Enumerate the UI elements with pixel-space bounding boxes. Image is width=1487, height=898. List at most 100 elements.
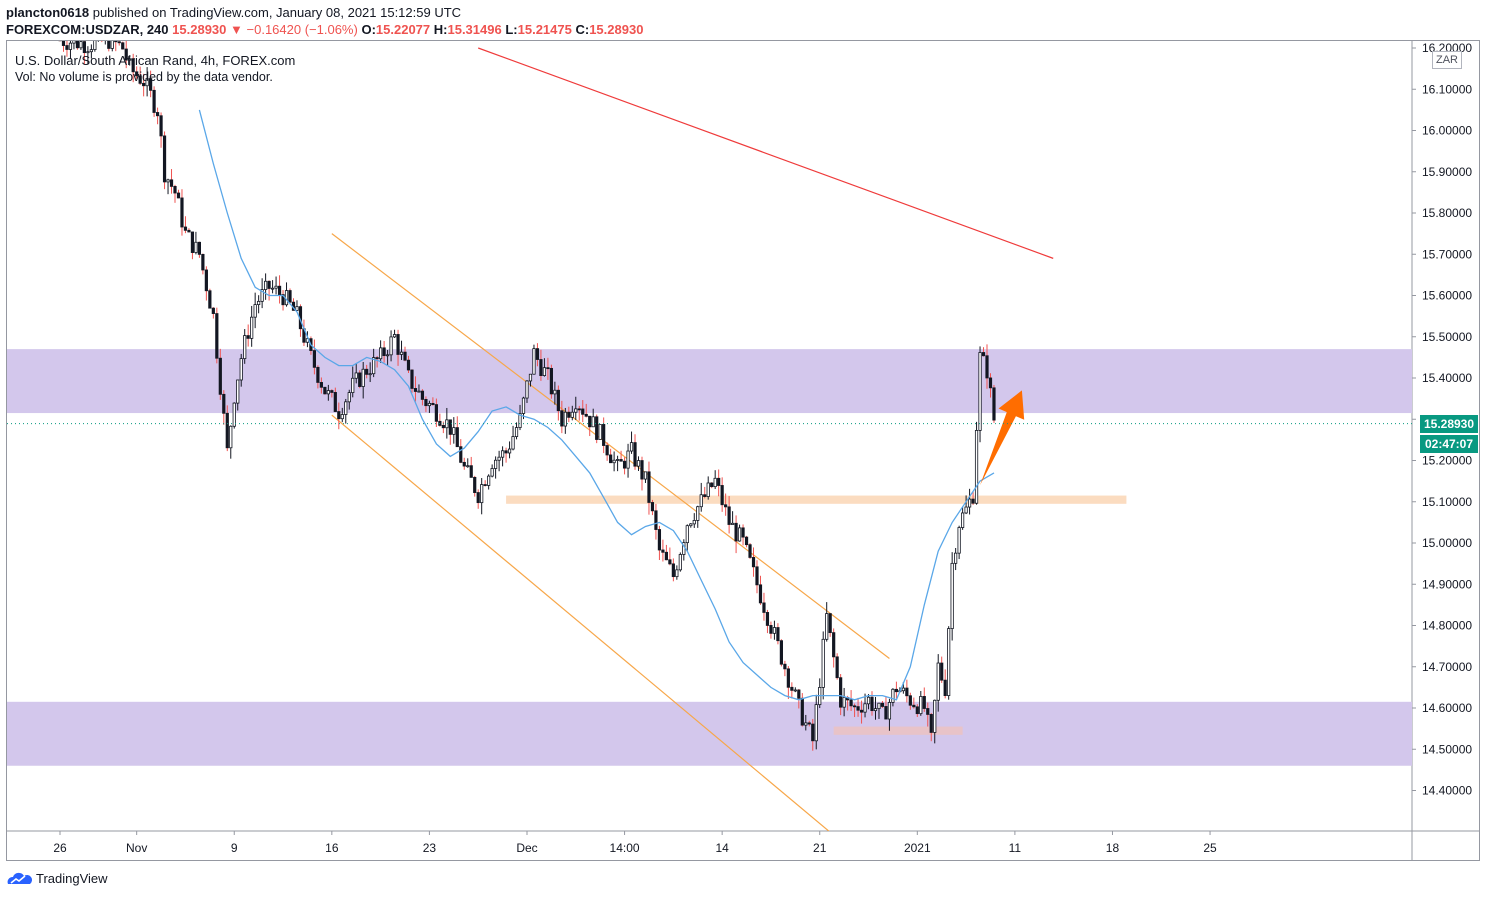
candle-body: [124, 48, 128, 61]
trend-line: [477, 47, 1054, 259]
candle-body: [622, 460, 627, 469]
candle-body: [441, 424, 445, 429]
candle-body: [835, 656, 839, 679]
brand[interactable]: TradingView: [6, 871, 108, 886]
candle-body: [190, 231, 195, 253]
candle-body: [884, 706, 888, 720]
candle-body: [737, 527, 742, 542]
candle-body: [891, 688, 895, 703]
open-value: 15.22077: [375, 22, 431, 37]
x-tick-label: 18: [1106, 841, 1120, 855]
candle-body: [117, 41, 121, 44]
candle-body: [755, 566, 759, 586]
candle-body: [173, 186, 177, 194]
candle-body: [661, 549, 665, 553]
candle-body: [915, 706, 919, 715]
candle-body: [480, 484, 484, 504]
candle-body: [616, 459, 620, 461]
candle-body: [769, 625, 773, 634]
candle-body: [340, 414, 344, 420]
candle-body: [807, 722, 811, 725]
candle-body: [427, 402, 432, 407]
symbol[interactable]: FOREXCOM:USDZAR, 240: [6, 22, 169, 37]
candle-body: [668, 559, 672, 565]
candle-body: [284, 290, 289, 306]
candle-body: [385, 354, 390, 357]
brand-name: TradingView: [36, 871, 108, 886]
candle-body: [535, 348, 540, 360]
channel-upper-line: [331, 233, 890, 659]
candle-body: [964, 506, 968, 514]
low-value: 15.21475: [517, 22, 572, 37]
candle-body: [852, 705, 857, 708]
candle-body: [494, 459, 498, 469]
support-line-band: [506, 495, 1127, 504]
y-tick-label: 14.70000: [1422, 660, 1472, 674]
y-tick-label: 14.80000: [1422, 619, 1472, 633]
candle-body: [229, 425, 233, 449]
candle-body: [706, 482, 710, 497]
candle-body: [344, 401, 348, 415]
candle-body: [372, 357, 376, 375]
candle-body: [79, 41, 83, 49]
candle-body: [155, 112, 160, 117]
candle-body: [776, 627, 780, 642]
candle-body: [107, 41, 111, 49]
candle-body: [605, 445, 609, 456]
x-tick-label: 21: [813, 841, 827, 855]
y-tick-label: 15.80000: [1422, 206, 1472, 220]
candle-body: [978, 352, 982, 431]
candle-body: [225, 412, 229, 449]
candle-body: [790, 686, 794, 691]
candle-body: [758, 584, 763, 604]
candle-body: [748, 544, 752, 558]
candle-body: [650, 502, 655, 512]
published-text: published on TradingView.com, January 08…: [92, 5, 462, 20]
publisher-name[interactable]: plancton0618: [6, 5, 90, 20]
currency-badge[interactable]: ZAR: [1432, 51, 1462, 69]
candle-body: [772, 627, 777, 634]
candle-body: [514, 427, 519, 437]
candle-body: [424, 398, 428, 407]
candle-body: [762, 602, 766, 613]
candle-body: [507, 448, 512, 454]
x-tick-label: 14:00: [610, 841, 640, 855]
candle-body: [751, 557, 756, 568]
candle-body: [581, 408, 585, 415]
candle-body: [633, 442, 637, 467]
y-tick-label: 15.90000: [1422, 165, 1472, 179]
candle-body: [197, 241, 201, 255]
candle-body: [699, 494, 703, 508]
candle-body: [839, 677, 843, 708]
candle-body: [72, 41, 76, 44]
candle-body: [922, 696, 926, 709]
candle-body: [731, 522, 735, 525]
candle-body: [804, 722, 808, 726]
candle-body: [734, 522, 738, 542]
candle-body: [222, 393, 226, 414]
x-tick-label: Nov: [126, 841, 147, 855]
candle-body: [365, 368, 369, 375]
candle-body: [887, 702, 892, 720]
candle-body: [940, 662, 944, 681]
candle-body: [811, 723, 815, 742]
resistance-zone: [7, 349, 1412, 414]
y-tick-label: 15.10000: [1422, 495, 1472, 509]
candle-body: [542, 367, 547, 376]
candle-body: [926, 708, 930, 715]
candle-body: [114, 41, 118, 43]
candle-body: [814, 704, 818, 742]
candle-body: [61, 41, 66, 46]
candle-body: [176, 192, 181, 199]
candle-body: [629, 442, 634, 452]
candle-body: [389, 336, 393, 356]
candle-body: [187, 229, 191, 233]
candle-body: [218, 357, 222, 395]
candle-body: [797, 689, 801, 699]
candle-body: [431, 402, 435, 405]
x-tick-label: 9: [231, 841, 238, 855]
x-tick-label: 2021: [904, 841, 931, 855]
candle-body: [779, 640, 783, 665]
candle-body: [985, 355, 989, 379]
